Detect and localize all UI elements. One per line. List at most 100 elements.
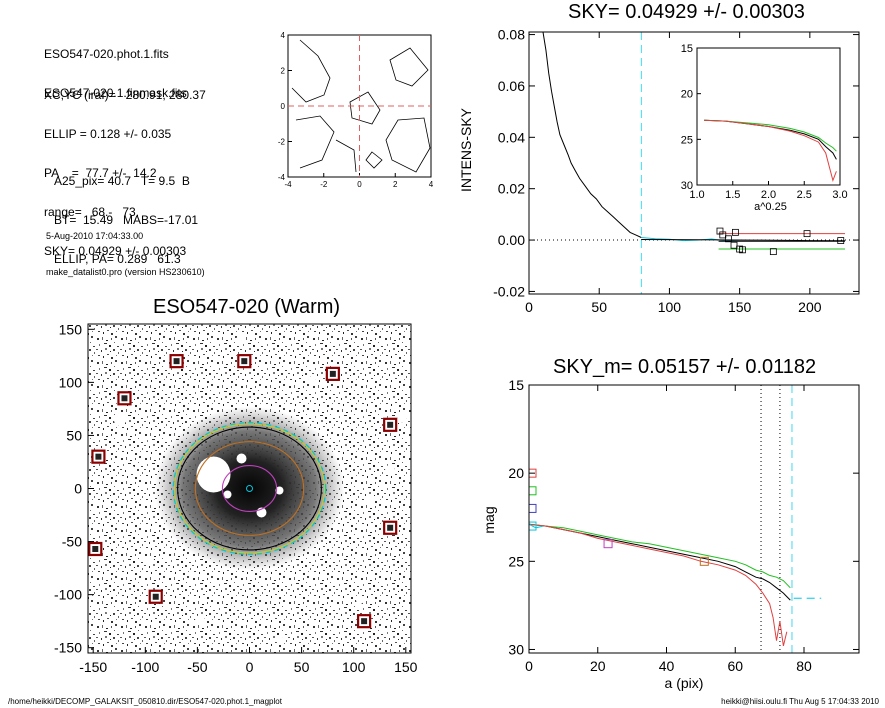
masked-source — [397, 413, 407, 423]
sky-x-tick-label: 150 — [728, 299, 752, 315]
fit-parameters: XC,YC (iraf)= 280.91, 280.37 ELLIP = 0.1… — [44, 63, 206, 271]
masked-source — [146, 556, 154, 564]
sky-profile-frame — [528, 31, 860, 295]
masked-source — [365, 495, 375, 505]
isophote-ellipse — [172, 422, 327, 555]
sky-sample-square — [739, 246, 746, 254]
contour-y-tick-label: 0 — [281, 102, 286, 111]
isophote-ellipse — [177, 426, 322, 551]
mag-side-square — [529, 521, 537, 531]
masked-source — [236, 336, 244, 344]
footer-user-date: heikki@hiisi.oulu.fi Thu Aug 5 17:04:33 … — [721, 697, 879, 706]
isophote-ellipse — [194, 441, 305, 536]
image-x-tick-label: -150 — [79, 659, 107, 675]
star-marker-core — [387, 421, 394, 428]
star-marker-core — [241, 358, 248, 365]
mag-series-1 — [529, 523, 791, 589]
masked-source — [275, 486, 284, 495]
image-x-tick-label: -50 — [187, 659, 207, 675]
sky-series-2 — [641, 239, 846, 242]
star-marker-core — [92, 545, 99, 552]
image-y-tick-label: 150 — [59, 321, 83, 337]
sky-x-tick-label: 0 — [525, 299, 533, 315]
file-name-phot: ESO547-020.phot.1.fits — [44, 47, 169, 61]
sky-series-0 — [542, 32, 642, 238]
contour-y-tick-label: -2 — [278, 138, 286, 147]
mag-side-square — [529, 486, 537, 496]
sky-y-tick-label: 0.06 — [498, 78, 525, 94]
magnitude-profile-title: SKY_m= 0.05157 +/- 0.01182 — [553, 356, 817, 378]
isophote-ellipse — [173, 423, 326, 554]
star-marker-core — [121, 395, 128, 402]
image-x-tick-label: 100 — [342, 659, 366, 675]
param-ellip: ELLIP = 0.128 +/- 0.035 — [44, 127, 172, 141]
masked-source — [114, 414, 126, 426]
mag-series-0 — [529, 523, 791, 601]
mag-series-2 — [529, 523, 788, 647]
contour-lines — [291, 39, 431, 173]
contour-x-tick-label: -2 — [320, 180, 328, 189]
mag-x-axis-label: a (pix) — [665, 675, 704, 691]
contour-x-tick-label: 0 — [357, 180, 362, 189]
run-info: 5-Aug-2010 17:04:33.00 make_datalist0.pr… — [46, 206, 205, 290]
param-ellip-pa: ELLIP, PA= 0.289 61.3 — [54, 252, 181, 266]
inset-frame — [696, 47, 841, 186]
contour-x-tick-label: 2 — [393, 180, 398, 189]
masked-source — [356, 596, 364, 604]
star-marker-core — [173, 358, 180, 365]
inset-y-tick-label: 25 — [681, 134, 693, 146]
inset-y-tick-label: 30 — [681, 180, 693, 192]
mag-y-tick-label: 20 — [508, 465, 524, 481]
isophote-ellipse — [221, 465, 278, 512]
image-y-tick-label: -100 — [54, 587, 82, 603]
mag-y-tick-label: 30 — [508, 641, 524, 657]
inset-x-tick-label: 3.0 — [832, 189, 847, 201]
sky-profile-title: SKY= 0.04929 +/- 0.00303 — [568, 1, 805, 23]
masked-source — [195, 615, 205, 625]
param-a25: A25_pix= 40.7 T= 9.5 B — [54, 174, 190, 188]
inset-y-tick-label: 20 — [681, 89, 693, 101]
galaxy-image — [88, 324, 411, 653]
mag-side-square — [529, 503, 537, 513]
mag-x-tick-label: 20 — [590, 658, 606, 674]
star-marker-core — [387, 524, 394, 531]
inset-y-tick-label: 15 — [681, 43, 693, 55]
param-center: XC,YC (iraf)= 280.91, 280.37 — [44, 88, 206, 102]
mag-side-square — [529, 468, 537, 478]
inset-x-tick-label: 2.5 — [797, 189, 812, 201]
star-marker-core — [329, 370, 336, 377]
inset-x-tick-label: 2.0 — [761, 189, 776, 201]
contour-y-tick-label: 2 — [281, 67, 286, 76]
image-x-tick-label: 0 — [246, 659, 254, 675]
run-date: 5-Aug-2010 17:04:33.00 — [46, 231, 144, 241]
sky-sample-square — [719, 231, 727, 239]
image-x-tick-label: 50 — [294, 659, 310, 675]
inset-series-2 — [704, 119, 837, 183]
sky-sample-square — [769, 248, 777, 256]
mag-y-axis-label: mag — [481, 506, 497, 533]
inset-x-tick-label: 1.0 — [689, 189, 704, 201]
masked-source — [308, 376, 316, 384]
masked-star — [196, 456, 231, 493]
mag-x-tick-label: 40 — [659, 658, 675, 674]
mag-point-square — [603, 539, 613, 549]
sky-y-tick-label: -0.02 — [493, 283, 525, 299]
contour-x-tick-label: 4 — [429, 180, 434, 189]
masked-source — [223, 490, 232, 499]
image-y-tick-label: 50 — [66, 427, 82, 443]
mag-x-tick-label: 0 — [525, 658, 533, 674]
magnitude-profile-frame — [528, 384, 860, 654]
sky-y-axis-label: INTENS-SKY — [458, 107, 474, 192]
sky-sample-square — [732, 228, 739, 236]
file-name-mask: ESO547-020.1.finmask.fits — [44, 86, 187, 100]
param-sky: SKY= 0.04929 +/- 0.00303 — [44, 244, 187, 258]
sky-y-tick-label: 0.00 — [498, 232, 525, 248]
star-marker-core — [95, 453, 102, 460]
sky-sample-square — [803, 230, 811, 238]
galaxy-body — [154, 406, 345, 571]
image-title: ESO547-020 (Warm) — [153, 296, 341, 318]
image-x-tick-label: -100 — [131, 659, 159, 675]
image-y-tick-label: 0 — [74, 481, 82, 497]
sky-y-tick-label: 0.02 — [498, 181, 525, 197]
run-program: make_datalist0.pro (version HS230610) — [46, 267, 205, 277]
